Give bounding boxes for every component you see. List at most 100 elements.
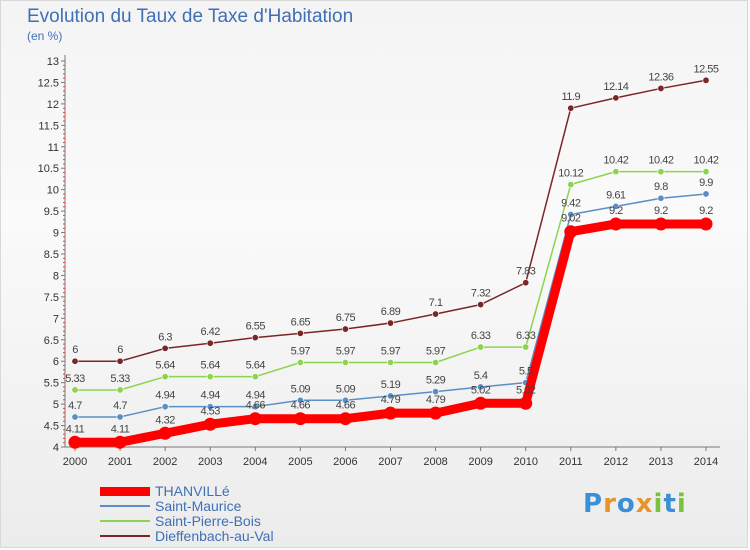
data-label: 9.8 <box>654 181 668 193</box>
data-label: 6.55 <box>246 321 266 333</box>
chart-subtitle: (en %) <box>27 29 63 43</box>
data-point <box>341 325 349 333</box>
y-tick-label: 12 <box>47 99 59 111</box>
data-label: 12.55 <box>693 63 718 75</box>
data-label: 5.02 <box>471 384 491 396</box>
y-tick-label: 7.5 <box>44 292 59 304</box>
data-point <box>657 84 665 92</box>
data-label: 4.11 <box>111 423 130 435</box>
logo-letter: x <box>635 489 654 519</box>
data-label: 10.42 <box>648 155 673 167</box>
data-point <box>612 202 620 210</box>
data-point <box>612 168 620 176</box>
data-label: 4.79 <box>381 394 401 406</box>
y-tick-label: 4.5 <box>44 421 59 433</box>
y-tick-label: 8 <box>53 270 59 282</box>
legend-label: Dieffenbach-au-Val <box>155 528 274 544</box>
data-label: 5.97 <box>381 346 401 358</box>
data-label: 5.97 <box>426 346 446 358</box>
x-tick-label: 2000 <box>63 456 87 468</box>
data-label: 9.42 <box>561 198 581 210</box>
data-label: 4.66 <box>291 400 311 412</box>
x-tick-label: 2005 <box>288 456 312 468</box>
x-tick-label: 2010 <box>513 456 537 468</box>
data-label: 4.94 <box>155 390 175 402</box>
data-point <box>113 435 127 449</box>
logo-letter: r <box>603 489 617 519</box>
x-tick-label: 2007 <box>378 456 402 468</box>
data-label: 5.29 <box>426 375 446 387</box>
y-tick-label: 13 <box>47 56 59 68</box>
x-tick-label: 2008 <box>423 456 447 468</box>
data-label: 6.33 <box>471 330 491 342</box>
data-point <box>702 190 710 198</box>
data-label: 6.89 <box>381 306 401 318</box>
data-label: 9.02 <box>561 213 581 225</box>
data-label: 4.11 <box>66 423 85 435</box>
data-label: 10.42 <box>603 155 628 167</box>
data-label: 4.66 <box>246 400 266 412</box>
logo-letter: i <box>676 489 687 519</box>
data-point <box>386 319 394 327</box>
data-label: 9.2 <box>654 205 668 217</box>
x-tick-label: 2004 <box>243 456 267 468</box>
data-point <box>477 301 485 309</box>
data-point <box>702 76 710 84</box>
data-point <box>116 386 124 394</box>
data-label: 5.64 <box>246 360 266 372</box>
data-label: 6.3 <box>158 331 172 343</box>
data-label: 5.5 <box>519 366 533 378</box>
data-point <box>68 435 82 449</box>
data-point <box>293 412 307 426</box>
y-tick-label: 8.5 <box>44 249 59 261</box>
data-point <box>386 359 394 367</box>
data-point <box>338 412 352 426</box>
data-point <box>567 211 575 219</box>
data-point <box>296 359 304 367</box>
data-point <box>609 217 623 231</box>
data-label: 7.32 <box>471 288 491 300</box>
y-tick-label: 6 <box>53 356 59 368</box>
data-point <box>251 334 259 342</box>
data-point <box>432 310 440 318</box>
legend-label: Saint-Maurice <box>155 498 242 514</box>
proxiti-logo: Proxiti <box>583 489 687 519</box>
x-tick-label: 2003 <box>198 456 222 468</box>
y-tick-label: 7 <box>53 313 59 325</box>
x-tick-label: 2002 <box>153 456 177 468</box>
data-point <box>161 403 169 411</box>
data-label: 5.97 <box>336 346 356 358</box>
data-point <box>71 386 79 394</box>
data-point <box>248 412 262 426</box>
y-tick-label: 9.5 <box>44 206 59 218</box>
data-point <box>654 217 668 231</box>
data-point <box>429 406 443 420</box>
data-point <box>612 94 620 102</box>
data-point <box>161 373 169 381</box>
y-tick-label: 4 <box>53 442 59 454</box>
data-point <box>522 343 530 351</box>
data-label: 5.97 <box>291 346 311 358</box>
data-point <box>702 168 710 176</box>
data-point <box>71 357 79 365</box>
data-point <box>71 413 79 421</box>
logo-letter: P <box>583 489 604 519</box>
y-tick-label: 5.5 <box>44 378 59 390</box>
y-tick-label: 11 <box>48 142 59 154</box>
data-label: 5.4 <box>474 370 488 382</box>
data-point <box>116 413 124 421</box>
data-point <box>384 406 397 420</box>
data-point <box>251 373 259 381</box>
data-point <box>519 396 533 410</box>
x-tick-label: 2013 <box>649 456 673 468</box>
data-point <box>474 396 488 410</box>
data-label: 5.64 <box>201 360 221 372</box>
data-label: 10.12 <box>558 168 583 180</box>
data-label: 6.75 <box>336 312 356 324</box>
data-point <box>206 373 214 381</box>
legend-label: THANVILLé <box>155 483 230 499</box>
data-label: 9.2 <box>699 205 713 217</box>
data-point <box>296 329 304 337</box>
data-label: 12.14 <box>603 81 628 93</box>
